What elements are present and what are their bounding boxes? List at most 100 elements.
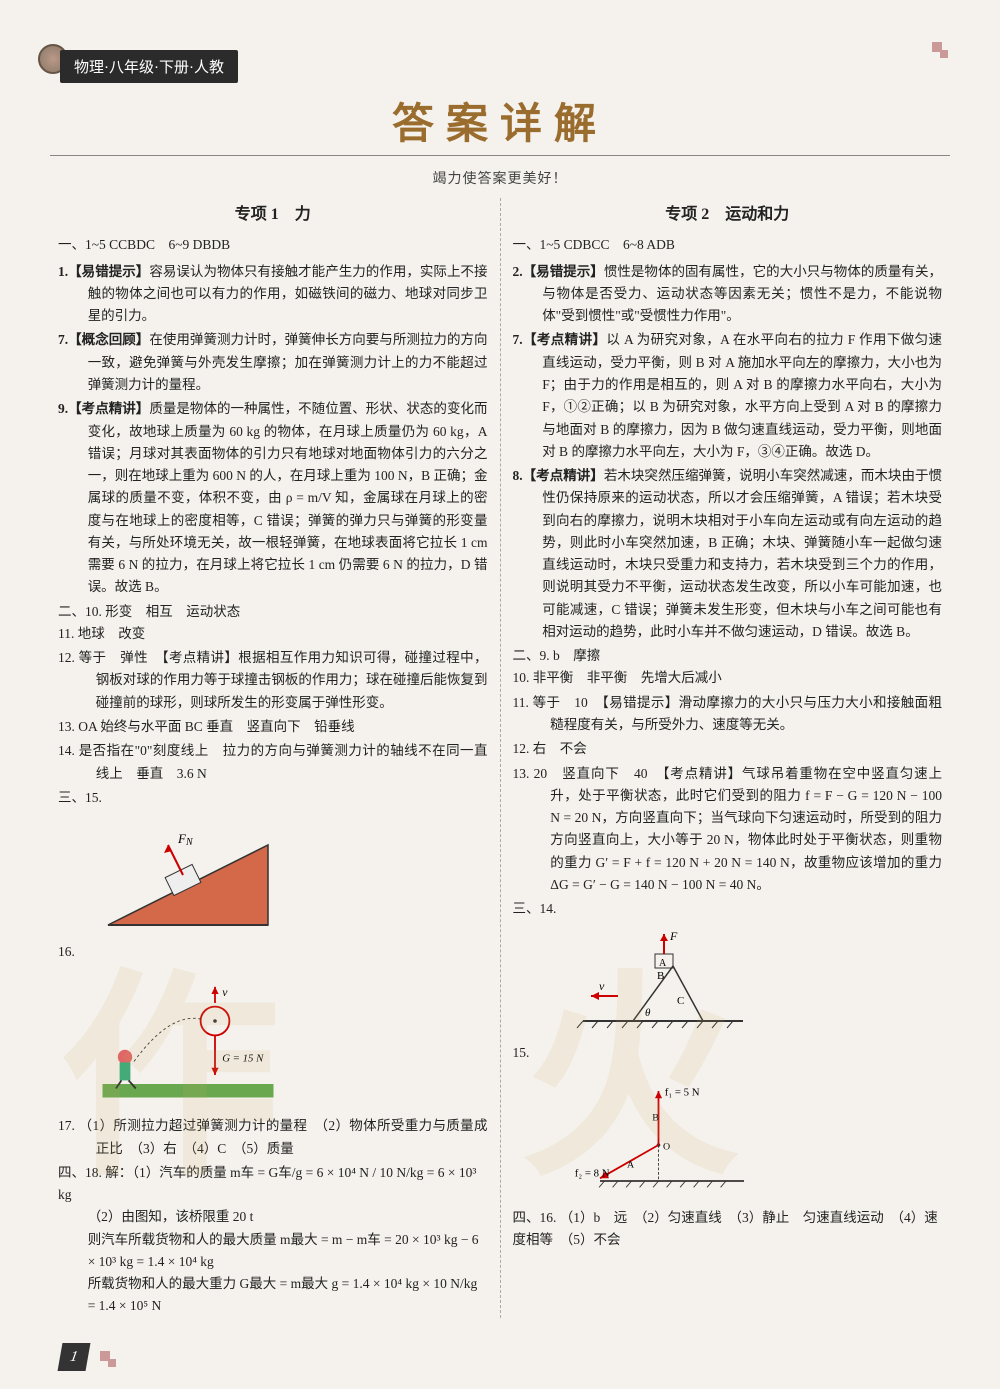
svg-text:N: N	[185, 837, 194, 848]
r-item-11-num: 11.	[513, 695, 529, 710]
item-13-num: 13.	[58, 719, 75, 734]
item-18-num: 18.	[85, 1165, 102, 1180]
svg-text:F: F	[669, 929, 678, 943]
item-18d: 所载货物和人的最大重力 G最大 = m最大 g = 1.4 × 10⁴ kg ×…	[58, 1273, 488, 1318]
group-4: 四、18. 解：（1）汽车的质量 m车 = G车/g = 6 × 10⁴ N /…	[58, 1162, 488, 1207]
svg-text:G = 15 N: G = 15 N	[222, 1053, 264, 1065]
item-12: 12. 等于 弹性 【考点精讲】根据相互作用力知识可得，碰撞过程中，钢板对球的作…	[58, 647, 488, 714]
item-17-num: 17.	[58, 1118, 75, 1133]
corner-mark-bottom-left	[100, 1351, 118, 1369]
group-2: 二、10. 形变 相互 运动状态	[58, 601, 488, 623]
title-rule	[50, 155, 950, 156]
r-item-9-num: 9.	[540, 648, 550, 663]
r-item-12-num: 12.	[513, 741, 530, 756]
item-12-text: 等于 弹性 【考点精讲】根据相互作用力知识可得，碰撞过程中，钢板对球的作用力等于…	[79, 650, 488, 710]
diagram-15: F N	[98, 815, 278, 935]
svg-text:C: C	[677, 995, 684, 1007]
item-17: 17. （1）所测拉力超过弹簧测力计的量程 （2）物体所受重力与质量成正比 （3…	[58, 1115, 488, 1160]
section1-title: 专项 1 力	[58, 202, 488, 228]
r-item-16-text: （1）b 远 （2）匀速直线 （3）静止 匀速直线运动 （4）速度相等 （5）不…	[513, 1210, 938, 1247]
item-14-num: 14.	[58, 743, 75, 758]
r-item-12: 12. 右 不会	[513, 738, 943, 760]
r-item-11-text: 等于 10 【易错提示】滑动摩擦力的大小只与压力大小和接触面粗糙程度有关，与所受…	[533, 695, 942, 732]
r-item-7-num: 7.	[513, 332, 523, 347]
r-item-8: 8.【考点精讲】若木块突然压缩弹簧，说明小车突然减速，而木块由于惯性仍保持原来的…	[513, 465, 943, 643]
r-item-2-tag: 【易错提示】	[523, 264, 604, 279]
group-3-label: 三、15.	[58, 787, 488, 809]
group-4-label: 四、	[58, 1165, 85, 1180]
r-item-15-label: 15.	[513, 1042, 943, 1064]
diagram-16: v G = 15 N	[98, 969, 278, 1109]
column-divider	[500, 198, 501, 1318]
left-column: 专项 1 力 一、1~5 CCBDC 6~9 DBDB 1.【易错提示】容易误认…	[50, 198, 496, 1318]
item-7-num: 7.	[58, 332, 68, 347]
r-item-9-text: b 摩擦	[553, 648, 600, 663]
r-item-7-tag: 【考点精讲】	[523, 332, 607, 347]
item-13-text: OA 始终与水平面 BC 垂直 竖直向下 铅垂线	[78, 719, 354, 734]
title-block: 答案详解 竭力使答案更美好！	[50, 90, 950, 188]
svg-text:v: v	[599, 979, 605, 993]
svg-text:A: A	[627, 1159, 635, 1170]
item-1: 1.【易错提示】容易误认为物体只有接触才能产生力的作用，实际上不接触的物体之间也…	[58, 261, 488, 328]
item-11-text: 地球 改变	[78, 626, 146, 641]
header-tab: 物理·八年级·下册·人教	[60, 50, 238, 83]
svg-text:A: A	[659, 958, 667, 969]
item-18a-text: 解：（1）汽车的质量 m车 = G车/g = 6 × 10⁴ N / 10 N/…	[58, 1165, 476, 1202]
item-14-text: 是否指在"0"刻度线上 拉力的方向与弹簧测力计的轴线不在同一直线上 垂直 3.6…	[79, 743, 488, 780]
r-item-7-text: 以 A 为研究对象，A 在水平向右的拉力 F 作用下做匀速直线运动，受力平衡，则…	[542, 332, 942, 458]
item-7-tag: 【概念回顾】	[68, 332, 149, 347]
r-item-13-num: 13.	[513, 766, 530, 781]
group-2-label: 二、	[58, 604, 85, 619]
r-item-11: 11. 等于 10 【易错提示】滑动摩擦力的大小只与压力大小和接触面粗糙程度有关…	[513, 692, 943, 737]
r-item-8-text: 若木块突然压缩弹簧，说明小车突然减速，而木块由于惯性仍保持原来的运动状态，所以才…	[542, 468, 942, 639]
item-10-text: 形变 相互 运动状态	[105, 604, 240, 619]
section1-answers: 一、1~5 CCBDC 6~9 DBDB	[58, 234, 488, 256]
r-item-10-num: 10.	[513, 670, 530, 685]
item-11-num: 11.	[58, 626, 74, 641]
svg-text:f₁ = 5 N: f₁ = 5 N	[664, 1086, 699, 1098]
page-number: 1	[58, 1343, 91, 1371]
r-group-2-label: 二、	[513, 648, 540, 663]
item-13: 13. OA 始终与水平面 BC 垂直 竖直向下 铅垂线	[58, 716, 488, 738]
r-item-2: 2.【易错提示】惯性是物体的固有属性，它的大小只与物体的质量有关，与物体是否受力…	[513, 261, 943, 328]
item-18c: 则汽车所载货物和人的最大质量 m最大 = m − m车 = 20 × 10³ k…	[58, 1229, 488, 1274]
r-item-8-tag: 【考点精讲】	[523, 468, 604, 483]
svg-text:f₂ = 8 N: f₂ = 8 N	[574, 1167, 609, 1179]
r-item-2-num: 2.	[513, 264, 523, 279]
r-item-12-text: 右 不会	[533, 741, 587, 756]
r-item-10: 10. 非平衡 非平衡 先增大后减小	[513, 667, 943, 689]
r-group-4: 四、16. （1）b 远 （2）匀速直线 （3）静止 匀速直线运动 （4）速度相…	[513, 1207, 943, 1252]
corner-mark-top-right	[932, 42, 950, 60]
r-item-10-text: 非平衡 非平衡 先增大后减小	[533, 670, 722, 685]
right-column: 专项 2 运动和力 一、1~5 CDBCC 6~8 ADB 2.【易错提示】惯性…	[505, 198, 951, 1318]
item-11: 11. 地球 改变	[58, 623, 488, 645]
r-item-13-text: 20 竖直向下 40 【考点精讲】气球吊着重物在空中竖直匀速上升，处于平衡状态，…	[534, 766, 942, 892]
r-group-4-label: 四、	[513, 1210, 540, 1225]
r-diagram-15: O f₁ = 5 N B f₂ = 8 N A	[573, 1071, 753, 1201]
r-diagram-14: F v B C θ A	[573, 926, 753, 1036]
subtitle: 竭力使答案更美好！	[50, 168, 950, 188]
item-9-text: 质量是物体的一种属性，不随位置、形状、状态的变化而变化，故地球上质量为 60 k…	[88, 401, 488, 594]
r-item-16-num: 16.	[540, 1210, 557, 1225]
main-title: 答案详解	[50, 90, 950, 151]
item-16-label: 16.	[58, 941, 488, 963]
svg-text:θ: θ	[645, 1007, 651, 1019]
r-group-3-label: 三、14.	[513, 898, 943, 920]
item-9-tag: 【考点精讲】	[68, 401, 149, 416]
r-item-7: 7.【考点精讲】以 A 为研究对象，A 在水平向右的拉力 F 作用下做匀速直线运…	[513, 329, 943, 463]
r-group-2: 二、9. b 摩擦	[513, 645, 943, 667]
r-item-13: 13. 20 竖直向下 40 【考点精讲】气球吊着重物在空中竖直匀速上升，处于平…	[513, 763, 943, 897]
item-7: 7.【概念回顾】在使用弹簧测力计时，弹簧伸长方向要与所测拉力的方向一致，避免弹簧…	[58, 329, 488, 396]
item-12-num: 12.	[58, 650, 75, 665]
item-1-num: 1.	[58, 264, 68, 279]
content-columns: 专项 1 力 一、1~5 CCBDC 6~9 DBDB 1.【易错提示】容易误认…	[50, 198, 950, 1318]
section2-title: 专项 2 运动和力	[513, 202, 943, 228]
item-17-text: （1）所测拉力超过弹簧测力计的量程 （2）物体所受重力与质量成正比 （3）右 （…	[79, 1118, 488, 1155]
svg-text:B: B	[657, 970, 664, 982]
item-18b: （2）由图知，该桥限重 20 t	[58, 1206, 488, 1228]
item-9: 9.【考点精讲】质量是物体的一种属性，不随位置、形状、状态的变化而变化，故地球上…	[58, 398, 488, 598]
r-item-8-num: 8.	[513, 468, 523, 483]
item-9-num: 9.	[58, 401, 68, 416]
svg-text:O: O	[663, 1141, 670, 1152]
item-14: 14. 是否指在"0"刻度线上 拉力的方向与弹簧测力计的轴线不在同一直线上 垂直…	[58, 740, 488, 785]
